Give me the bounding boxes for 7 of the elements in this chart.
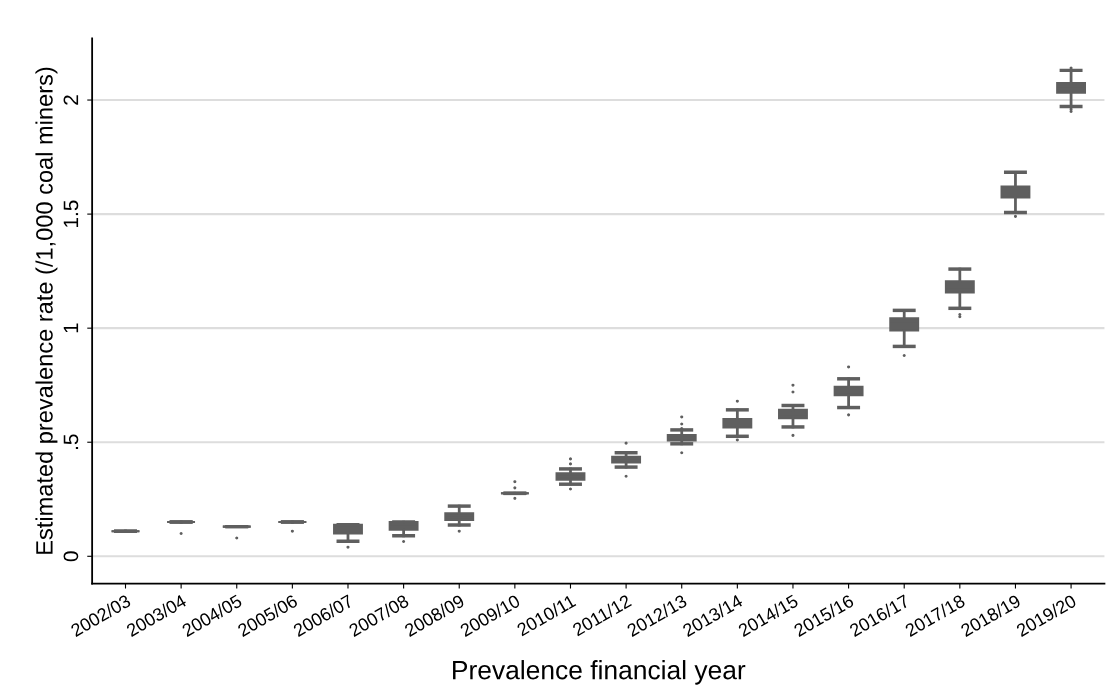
y-axis-title: Estimated prevalence rate (/1,000 coal miners): [35, 67, 58, 554]
y-tick-label: .5: [63, 434, 79, 450]
y-tick-label: 2: [63, 95, 79, 105]
y-tick-label: 1.5: [63, 200, 79, 227]
y-tick-label: 0: [63, 551, 79, 562]
y-tick-label: 1: [63, 323, 79, 333]
x-axis-title: Prevalence financial year: [453, 660, 746, 685]
